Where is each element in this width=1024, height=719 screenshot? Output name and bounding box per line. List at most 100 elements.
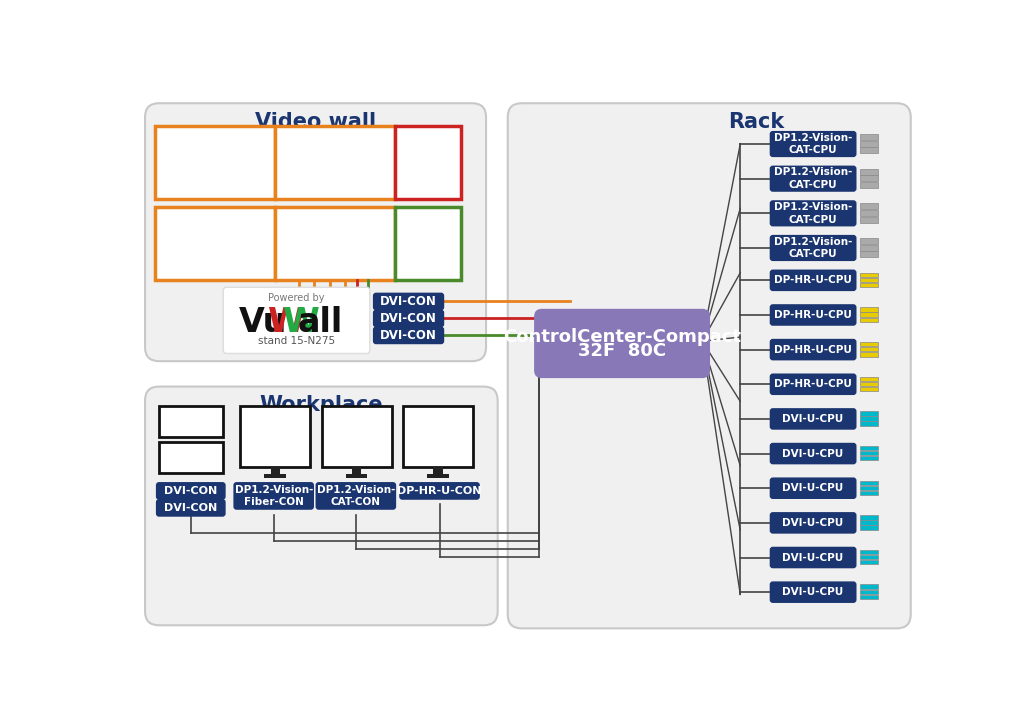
- Bar: [859, 169, 879, 175]
- Text: DP-HR-U-CPU: DP-HR-U-CPU: [774, 379, 852, 389]
- FancyBboxPatch shape: [770, 131, 856, 157]
- Text: DVI-CON: DVI-CON: [380, 329, 437, 342]
- Bar: [322, 406, 391, 467]
- Bar: [859, 421, 879, 426]
- FancyBboxPatch shape: [770, 408, 856, 430]
- Text: DVI-U-CPU: DVI-U-CPU: [782, 518, 844, 528]
- Text: DVI-CON: DVI-CON: [164, 486, 217, 496]
- FancyBboxPatch shape: [535, 308, 710, 378]
- Bar: [264, 475, 286, 478]
- Text: W: W: [283, 306, 319, 339]
- FancyBboxPatch shape: [770, 373, 856, 395]
- FancyBboxPatch shape: [373, 326, 444, 344]
- Bar: [859, 307, 879, 311]
- Text: DP1.2-Vision-
Fiber-CON: DP1.2-Vision- Fiber-CON: [234, 485, 313, 507]
- Text: DVI-U-CPU: DVI-U-CPU: [782, 414, 844, 424]
- FancyBboxPatch shape: [770, 304, 856, 326]
- FancyBboxPatch shape: [770, 443, 856, 464]
- Text: Vu: Vu: [239, 306, 287, 339]
- Bar: [395, 207, 461, 280]
- FancyBboxPatch shape: [770, 200, 856, 226]
- Text: DP1.2-Vision-
CAT-CPU: DP1.2-Vision- CAT-CPU: [774, 237, 852, 259]
- Text: DP-HR-U-CPU: DP-HR-U-CPU: [774, 310, 852, 320]
- Bar: [159, 442, 222, 473]
- FancyBboxPatch shape: [770, 165, 856, 192]
- Bar: [859, 480, 879, 485]
- Bar: [859, 485, 879, 490]
- Text: ControlCenter-Compact: ControlCenter-Compact: [503, 329, 741, 347]
- FancyBboxPatch shape: [770, 270, 856, 291]
- Bar: [859, 451, 879, 455]
- Bar: [859, 585, 879, 589]
- Text: Rack: Rack: [728, 111, 784, 132]
- Bar: [859, 216, 879, 223]
- FancyBboxPatch shape: [373, 310, 444, 327]
- Bar: [859, 560, 879, 564]
- Text: DVI-U-CPU: DVI-U-CPU: [782, 449, 844, 459]
- Text: Workplace: Workplace: [259, 395, 383, 415]
- FancyBboxPatch shape: [770, 235, 856, 261]
- Text: DVI-U-CPU: DVI-U-CPU: [782, 552, 844, 562]
- Bar: [859, 252, 879, 257]
- Text: DP-HR-U-CPU: DP-HR-U-CPU: [774, 344, 852, 354]
- FancyBboxPatch shape: [156, 482, 225, 500]
- FancyBboxPatch shape: [770, 339, 856, 360]
- Bar: [859, 283, 879, 288]
- Bar: [859, 521, 879, 525]
- Text: Video wall: Video wall: [255, 111, 376, 132]
- Bar: [859, 550, 879, 554]
- Bar: [859, 342, 879, 347]
- Bar: [346, 475, 368, 478]
- Text: DP1.2-Vision-
CAT-CPU: DP1.2-Vision- CAT-CPU: [774, 133, 852, 155]
- Text: DVI-U-CPU: DVI-U-CPU: [782, 483, 844, 493]
- Bar: [859, 134, 879, 140]
- Bar: [275, 207, 395, 280]
- FancyBboxPatch shape: [315, 482, 396, 510]
- Text: stand 15-N275: stand 15-N275: [258, 336, 335, 346]
- Bar: [859, 526, 879, 530]
- Text: all: all: [298, 306, 343, 339]
- Text: DP1.2-Vision-
CAT-CPU: DP1.2-Vision- CAT-CPU: [774, 202, 852, 224]
- Bar: [395, 127, 461, 199]
- Bar: [270, 467, 280, 475]
- Text: DVI-CON: DVI-CON: [380, 295, 437, 308]
- Bar: [275, 127, 395, 199]
- FancyBboxPatch shape: [145, 387, 498, 626]
- FancyBboxPatch shape: [145, 104, 486, 361]
- Bar: [859, 456, 879, 460]
- Bar: [859, 377, 879, 381]
- Bar: [352, 467, 361, 475]
- Bar: [433, 467, 442, 475]
- Bar: [159, 406, 222, 436]
- Bar: [859, 203, 879, 209]
- Bar: [859, 555, 879, 559]
- Text: W: W: [268, 306, 305, 339]
- FancyBboxPatch shape: [508, 104, 910, 628]
- Bar: [859, 411, 879, 416]
- Text: DP-HR-U-CON: DP-HR-U-CON: [397, 486, 482, 496]
- FancyBboxPatch shape: [770, 582, 856, 603]
- Bar: [859, 175, 879, 181]
- Bar: [241, 406, 310, 467]
- FancyBboxPatch shape: [770, 512, 856, 533]
- Bar: [859, 491, 879, 495]
- Bar: [427, 475, 449, 478]
- Bar: [859, 141, 879, 147]
- Bar: [859, 147, 879, 153]
- Bar: [859, 516, 879, 520]
- FancyBboxPatch shape: [373, 293, 444, 311]
- FancyBboxPatch shape: [770, 546, 856, 568]
- Text: DP1.2-Vision-
CAT-CPU: DP1.2-Vision- CAT-CPU: [774, 168, 852, 190]
- Text: DVI-U-CPU: DVI-U-CPU: [782, 587, 844, 597]
- Text: DVI-CON: DVI-CON: [380, 312, 437, 325]
- Bar: [859, 382, 879, 386]
- Bar: [859, 312, 879, 317]
- Bar: [403, 406, 473, 467]
- Bar: [859, 278, 879, 282]
- Bar: [859, 416, 879, 421]
- Bar: [859, 244, 879, 250]
- Bar: [859, 182, 879, 188]
- FancyBboxPatch shape: [233, 482, 314, 510]
- Bar: [859, 238, 879, 244]
- Bar: [859, 273, 879, 277]
